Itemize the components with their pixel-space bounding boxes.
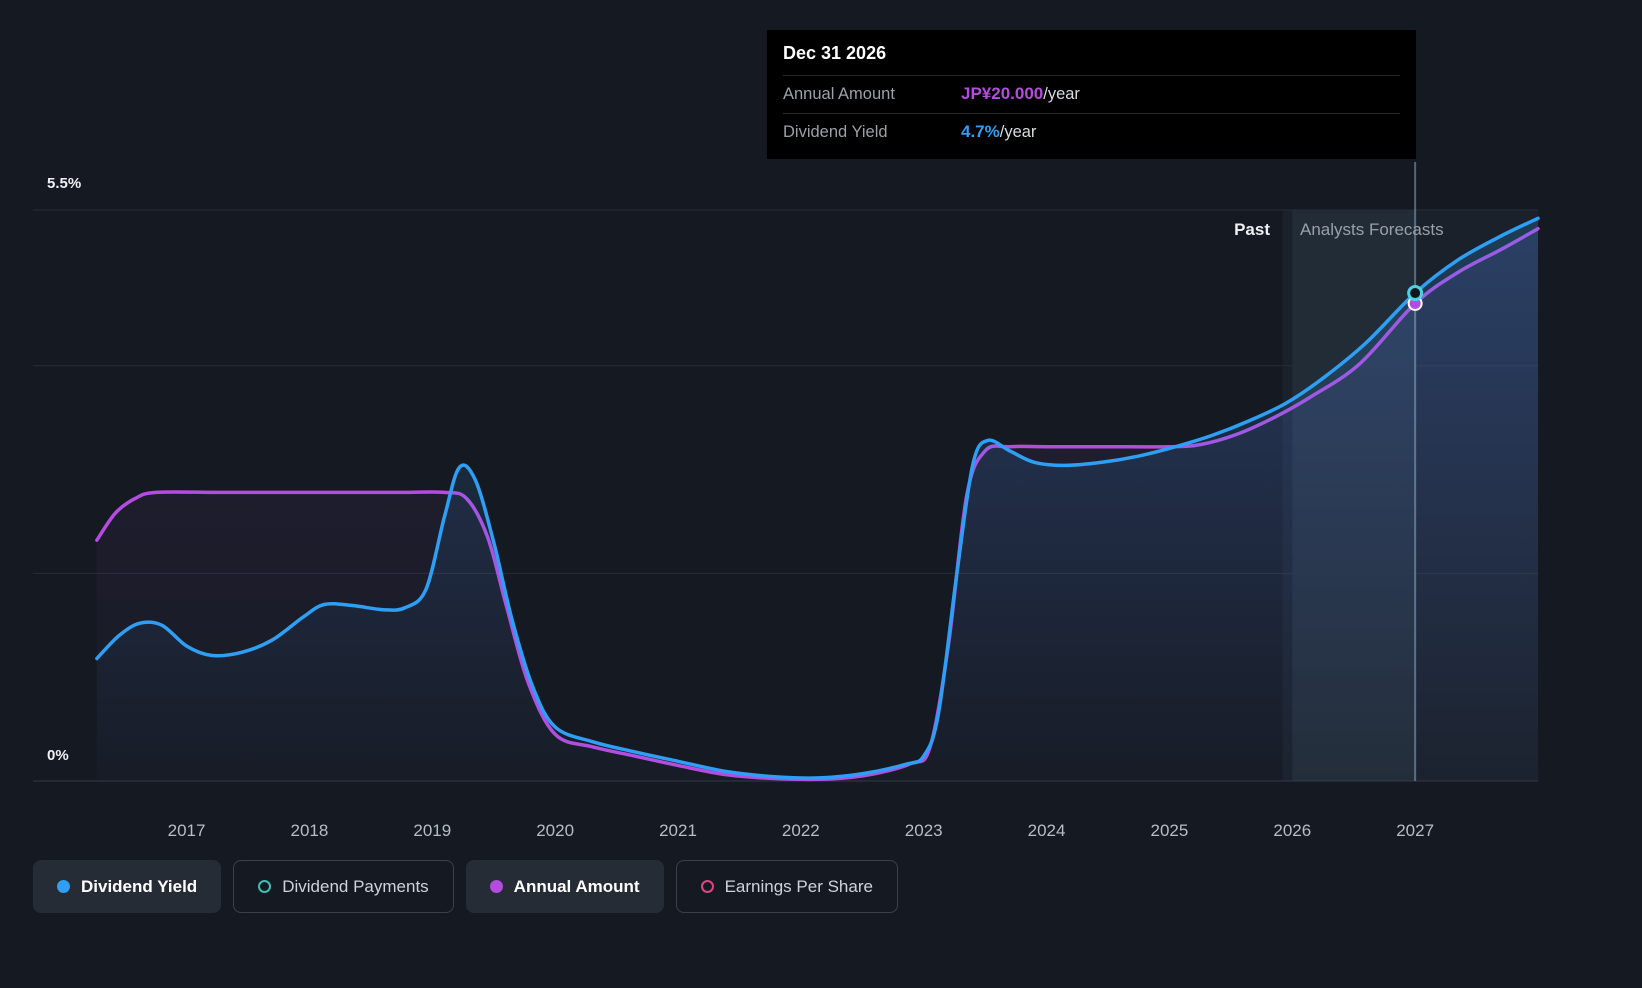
x-axis-tick: 2024: [1027, 821, 1066, 840]
tooltip-row-value: JP¥20.000: [961, 84, 1044, 103]
outline-dot-icon: [258, 880, 272, 893]
outline-dot-icon: [700, 880, 714, 893]
chart-canvas[interactable]: [0, 0, 1642, 830]
filled-dot-icon: [489, 880, 503, 893]
legend-dividend-payments[interactable]: Dividend Payments: [233, 860, 454, 913]
x-axis-tick: 2018: [290, 821, 329, 840]
tooltip-row-suffix: /year: [999, 122, 1037, 141]
legend-label: Earnings Per Share: [724, 876, 873, 896]
x-axis-tick: 2019: [413, 821, 452, 840]
legend-annual-amount[interactable]: Annual Amount: [465, 860, 664, 913]
tooltip-row-label: Annual Amount: [783, 84, 895, 103]
legend-label: Dividend Payments: [282, 876, 429, 896]
tooltip-row: Annual Amount JP¥20.000/year: [783, 76, 1400, 114]
marker-ring[interactable]: [1407, 285, 1424, 302]
x-axis-tick: 2026: [1273, 821, 1312, 840]
x-axis-tick: 2025: [1150, 821, 1189, 840]
x-axis-tick: 2022: [781, 821, 820, 840]
x-axis-tick: 2021: [659, 821, 697, 840]
tooltip-row-label: Dividend Yield: [783, 122, 888, 141]
past-label: Past: [1234, 220, 1270, 239]
analysts-forecasts-label: Analysts Forecasts: [1300, 220, 1444, 239]
x-axis-tick: 2020: [536, 821, 575, 840]
x-axis-tick: 2023: [904, 821, 943, 840]
legend-label: Dividend Yield: [81, 876, 198, 896]
filled-dot-icon: [57, 880, 70, 893]
y-axis-label-zero: 0%: [47, 747, 69, 764]
area-1: [96, 218, 1538, 782]
legend-earnings-per-share[interactable]: Earnings Per Share: [675, 860, 898, 913]
y-axis-label-top: 5.5%: [47, 175, 82, 192]
x-axis-tick: 2017: [167, 821, 206, 840]
legend-label: Annual Amount: [513, 876, 640, 896]
line-1: [95, 216, 1540, 780]
x-axis-tick: 2027: [1396, 821, 1435, 840]
chart-tooltip: Dec 31 2026 Annual Amount JP¥20.000/year D…: [767, 30, 1416, 159]
tooltip-row-suffix: /year: [1043, 84, 1080, 103]
tooltip-date: Dec 31 2026: [783, 43, 1400, 76]
tooltip-row-value: 4.7%: [961, 122, 1000, 141]
tooltip-rows: Annual Amount JP¥20.000/year Dividend Yiel…: [783, 76, 1400, 151]
chart-legend: Dividend Yield Dividend Payments Annual Am…: [33, 860, 898, 913]
legend-dividend-yield[interactable]: Dividend Yield: [33, 860, 222, 913]
tooltip-row: Dividend Yield 4.7%/year: [783, 114, 1400, 151]
x-axis: 2017 2018 2019 2020 2021 2022 2023 2024 2025 2026…: [0, 821, 1642, 845]
